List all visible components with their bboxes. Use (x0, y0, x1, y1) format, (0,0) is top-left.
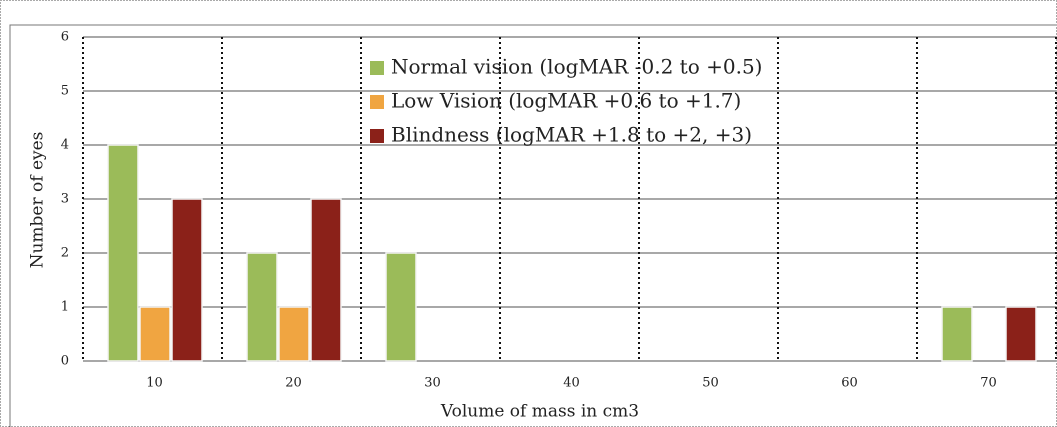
bar (246, 252, 278, 362)
legend-label: Blindness (logMAR +1.8 to +2, +3) (391, 123, 752, 147)
legend-swatch (370, 61, 384, 75)
legend-label: Low Vision (logMAR +0.6 to +1.7) (391, 89, 741, 113)
bar (139, 306, 171, 362)
bar (310, 198, 342, 362)
x-tick-label: 70 (980, 376, 997, 391)
y-tick-label: 1 (61, 300, 69, 315)
x-tick-label: 50 (702, 376, 719, 391)
bar (171, 198, 203, 362)
x-tick-label: 10 (146, 376, 163, 391)
x-axis-label: Volume of mass in cm3 (440, 402, 639, 422)
legend-swatch (370, 95, 384, 109)
y-tick-label: 2 (61, 246, 69, 261)
x-tick-label: 40 (563, 376, 580, 391)
y-tick-label: 0 (61, 354, 69, 369)
legend-label: Normal vision (logMAR -0.2 to +0.5) (391, 55, 762, 79)
x-tick-label: 30 (424, 376, 441, 391)
bar (1005, 306, 1037, 362)
y-tick-label: 3 (61, 192, 69, 207)
bar (385, 252, 417, 362)
bar (941, 306, 973, 362)
x-tick-label: 20 (285, 376, 302, 391)
y-tick-label: 5 (61, 84, 69, 99)
y-axis-label: Number of eyes (28, 132, 48, 269)
y-tick-label: 4 (61, 138, 69, 153)
bar (278, 306, 310, 362)
bar (107, 144, 139, 362)
y-tick-label: 6 (61, 30, 69, 45)
legend-swatch (370, 129, 384, 143)
x-tick-label: 60 (841, 376, 858, 391)
plot-frame (9, 24, 1057, 427)
